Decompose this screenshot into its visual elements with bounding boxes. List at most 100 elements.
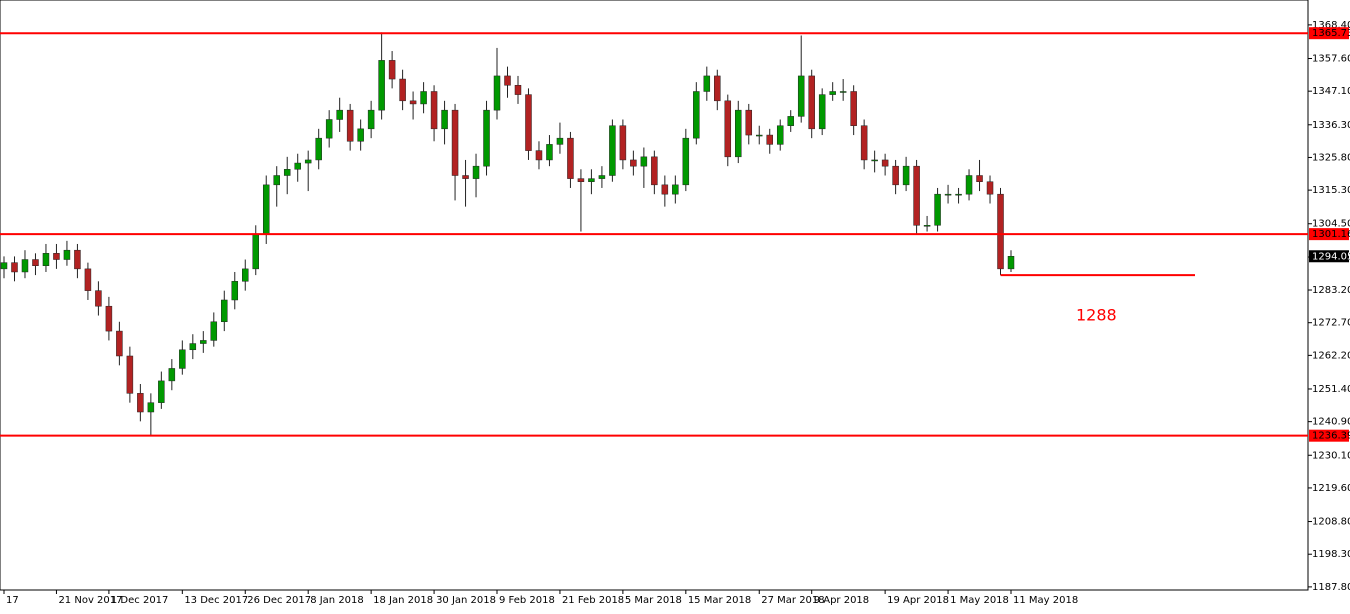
candle-body [242, 268, 249, 282]
candle-body [577, 178, 585, 182]
candle-body [787, 116, 794, 126]
candle-body [84, 268, 92, 291]
candle-body [378, 60, 385, 111]
x-tick-label: 17 [6, 595, 19, 606]
y-tick-label: 1251.40 [1312, 384, 1350, 395]
candle-body [210, 321, 218, 341]
candle-body [273, 175, 280, 186]
candle-body [0, 262, 8, 270]
last-price-label: 1294.05 [1312, 251, 1350, 262]
candle-body [703, 75, 711, 92]
candle-body [493, 75, 501, 111]
y-tick-label: 1198.30 [1312, 549, 1350, 560]
candle-body [105, 305, 113, 332]
candle-body [420, 91, 427, 105]
candle-body [934, 193, 941, 226]
candle-body [944, 193, 952, 196]
candle-body [262, 184, 270, 235]
level-label: 1236.39 [1312, 431, 1350, 442]
x-tick-label: 27 Mar 2018 [761, 595, 824, 606]
candle-body [640, 156, 648, 167]
candle-body [221, 299, 228, 323]
candle-body [525, 94, 532, 151]
candle-body [902, 165, 910, 186]
candle-body [714, 75, 721, 102]
candle-body [556, 137, 564, 145]
candle-body [168, 368, 176, 382]
candle-body [200, 340, 207, 344]
candle-body [409, 100, 417, 105]
y-tick-label: 1230.10 [1312, 450, 1350, 461]
candle-body [913, 165, 920, 226]
target-label: 1288 [1076, 306, 1117, 325]
candle-body [661, 184, 669, 195]
x-tick-label: 18 Jan 2018 [373, 595, 433, 606]
candle-body [252, 234, 259, 270]
y-tick-label: 1219.60 [1312, 483, 1350, 494]
candle-body [682, 137, 690, 186]
candle-body [304, 159, 312, 164]
candle-body [32, 259, 39, 266]
candle-body [451, 109, 459, 176]
candle-body [179, 349, 186, 369]
candle-body [95, 290, 102, 307]
candle-body [315, 137, 322, 161]
candle-body [504, 75, 511, 86]
candle-body [567, 137, 574, 179]
candle-body [818, 94, 826, 130]
candle-body [283, 169, 291, 176]
y-tick-label: 1347.10 [1312, 86, 1350, 97]
level-label-box [1309, 228, 1349, 241]
candle-body [965, 175, 973, 195]
candle-body [42, 253, 50, 266]
candle-body [357, 128, 364, 142]
candle-body [630, 159, 637, 167]
candle-body [829, 91, 836, 95]
candle-body [116, 330, 123, 357]
candle-body [986, 181, 994, 195]
candle-body [441, 109, 448, 130]
x-tick-label: 30 Jan 2018 [436, 595, 496, 606]
candle-body [546, 144, 553, 161]
candle-body [126, 355, 134, 394]
candle-body [158, 380, 165, 403]
candle-body [735, 109, 742, 158]
candle-body [955, 193, 962, 196]
candle-body [756, 134, 763, 137]
candle-body [514, 85, 522, 95]
candle-body [609, 125, 616, 176]
candle-body [399, 78, 406, 102]
plot-frame [0, 0, 1309, 591]
candle-body [483, 109, 490, 167]
candle-body [766, 134, 773, 145]
candle-body [850, 91, 857, 126]
candle-body [189, 343, 197, 351]
x-tick-label: 15 Mar 2018 [688, 595, 751, 606]
level-label: 1365.73 [1312, 28, 1350, 39]
candle-body [430, 91, 438, 130]
candle-body [797, 75, 805, 117]
candle-body [588, 178, 595, 182]
candle-body [745, 109, 753, 136]
candle-body [63, 249, 71, 260]
y-tick-label: 1240.90 [1312, 417, 1350, 428]
y-tick-label: 1368.40 [1312, 20, 1350, 31]
candle-body [231, 281, 239, 301]
level-label-box [1309, 27, 1349, 40]
candle-body [137, 393, 144, 413]
candle-body [147, 402, 155, 413]
y-tick-label: 1304.50 [1312, 219, 1350, 230]
level-label: 1301.16 [1312, 229, 1350, 240]
candle-body [651, 156, 658, 186]
candle-body [336, 109, 343, 120]
last-price-box [1309, 250, 1349, 263]
candle-body [472, 165, 480, 179]
y-tick-label: 1272.70 [1312, 318, 1350, 329]
x-tick-label: 9 Apr 2018 [814, 595, 869, 606]
x-tick-label: 8 Jan 2018 [310, 595, 364, 606]
candle-body [462, 175, 469, 179]
x-tick-label: 11 May 2018 [1013, 595, 1078, 606]
candle-body [881, 159, 889, 167]
